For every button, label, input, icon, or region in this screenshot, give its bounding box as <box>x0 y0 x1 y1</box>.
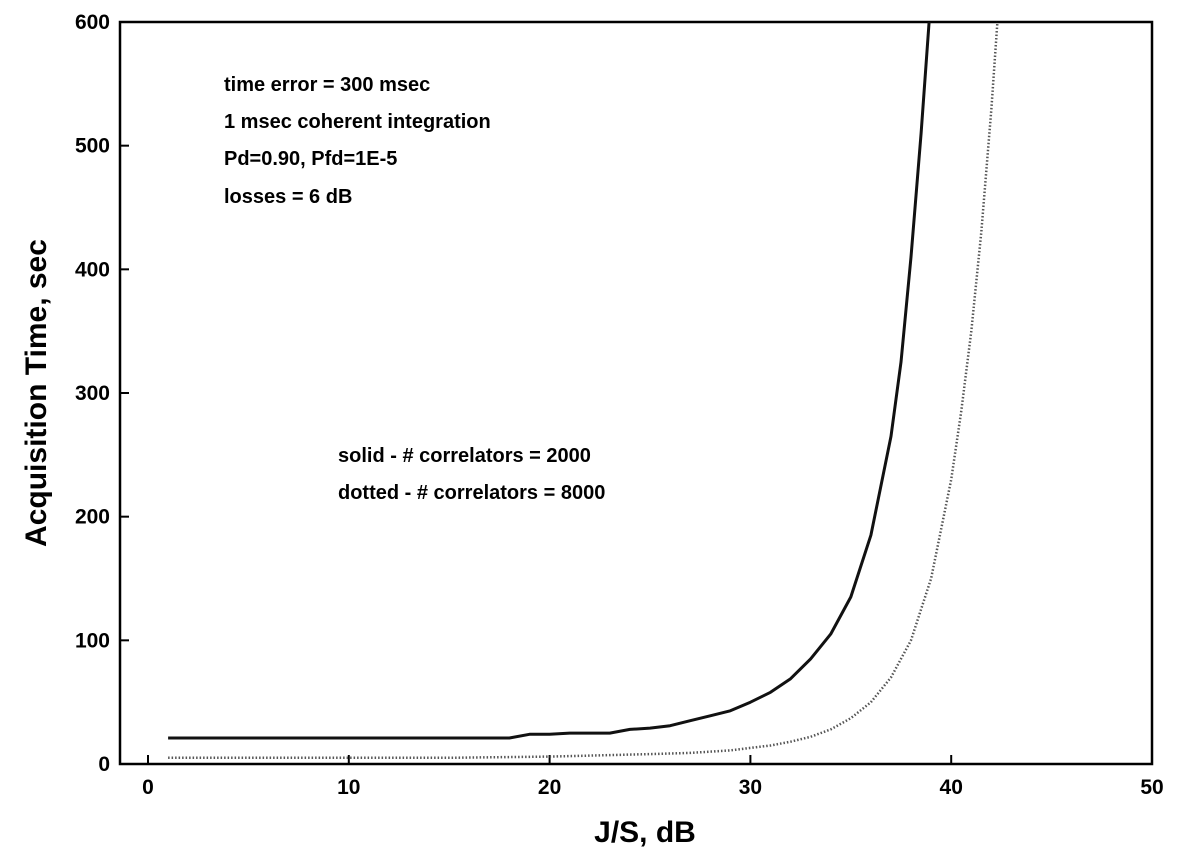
x-tick-label: 20 <box>538 776 561 799</box>
legend-note-dotted: dotted - # correlators = 8000 <box>338 482 605 504</box>
y-axis-title: Acquisition Time, sec <box>20 239 53 547</box>
y-tick-label: 400 <box>75 258 110 281</box>
y-tick-label: 100 <box>75 629 110 652</box>
x-tick-label: 40 <box>940 776 963 799</box>
x-tick-label: 0 <box>142 776 154 799</box>
plot-area-frame <box>118 20 1154 766</box>
y-axis: 0 100 200 300 400 500 600 <box>75 11 129 776</box>
y-tick-label: 600 <box>75 11 110 34</box>
x-tick-label: 30 <box>739 776 762 799</box>
series-line-dotted <box>168 21 999 760</box>
annotation-time-error: time error = 300 msec <box>224 74 430 96</box>
y-tick-label: 500 <box>75 135 110 158</box>
series-line-solid <box>168 21 931 740</box>
y-tick-label: 0 <box>98 753 110 776</box>
x-tick-label: 10 <box>337 776 360 799</box>
annotation-pd-pfd: Pd=0.90, Pfd=1E-5 <box>224 148 397 170</box>
annotation-losses: losses = 6 dB <box>224 186 352 208</box>
x-tick-label: 50 <box>1140 776 1163 799</box>
legend-note-solid: solid - # correlators = 2000 <box>338 445 591 467</box>
y-tick-label: 200 <box>75 506 110 529</box>
annotation-coherent-integration: 1 msec coherent integration <box>224 111 491 133</box>
y-tick-label: 300 <box>75 382 110 405</box>
x-axis: 0 10 20 30 40 50 <box>142 755 1164 799</box>
x-axis-title: J/S, dB <box>594 816 696 849</box>
series-layer <box>168 21 999 760</box>
